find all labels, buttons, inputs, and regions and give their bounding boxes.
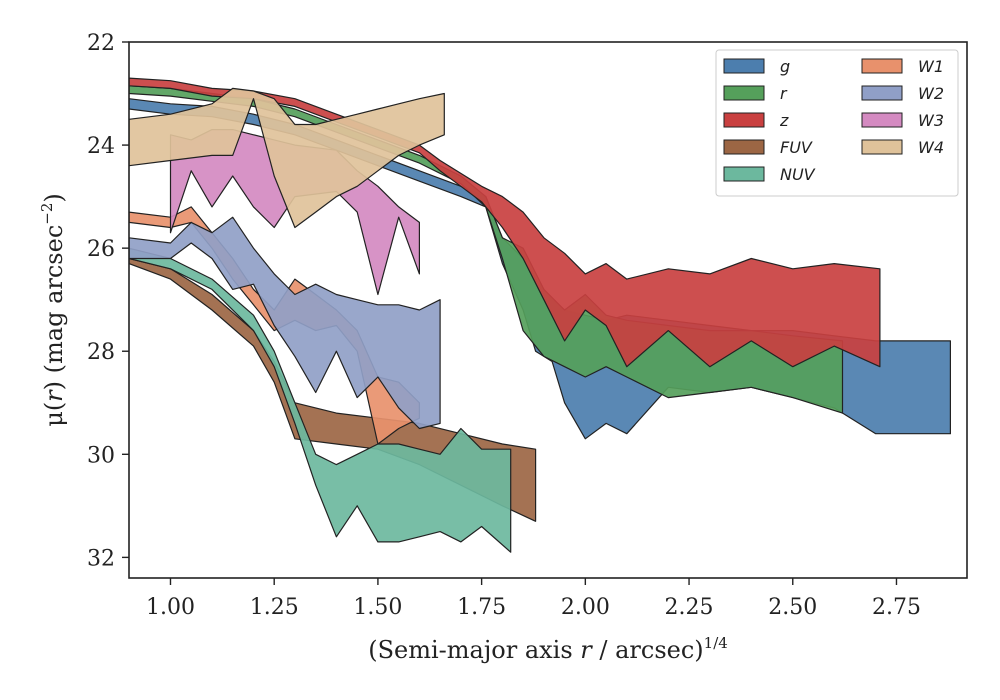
x-tick-label: 1.75 bbox=[457, 595, 506, 620]
legend-swatch-W4 bbox=[861, 139, 903, 155]
y-tick-label: 22 bbox=[87, 31, 115, 56]
legend-label-r: r bbox=[780, 84, 788, 103]
legend-swatch-W2 bbox=[861, 85, 903, 101]
y-tick-label: 28 bbox=[87, 340, 115, 365]
x-axis-label: (Semi-major axis r / arcsec)1/4 bbox=[368, 634, 728, 664]
legend-swatch-g bbox=[723, 58, 765, 74]
legend-swatch-r bbox=[723, 85, 765, 101]
x-tick-label: 2.00 bbox=[561, 595, 610, 620]
x-tick-label: 1.50 bbox=[353, 595, 402, 620]
x-tick-label: 1.00 bbox=[146, 595, 195, 620]
band-W4 bbox=[129, 87, 445, 229]
legend-label-g: g bbox=[780, 57, 790, 76]
legend-label-W2: W2 bbox=[918, 84, 944, 103]
x-tick-label: 1.25 bbox=[250, 595, 299, 620]
plot-frame bbox=[128, 41, 968, 579]
series-bands bbox=[129, 77, 951, 553]
legend-label-FUV: FUV bbox=[780, 138, 813, 157]
x-tick-label: 2.75 bbox=[872, 595, 921, 620]
y-tick-label: 32 bbox=[87, 546, 115, 571]
legend-label-W4: W4 bbox=[918, 138, 944, 157]
y-tick-label: 26 bbox=[87, 237, 115, 262]
legend-swatch-NUV bbox=[723, 166, 765, 182]
legend-label-NUV: NUV bbox=[780, 165, 816, 184]
axes: 1.00 1.25 1.50 1.75 2.00 2.25 2.50 2.75 22 24 26 28… bbox=[87, 31, 968, 620]
legend-label-W1: W1 bbox=[918, 57, 944, 76]
x-tick-label: 2.50 bbox=[768, 595, 817, 620]
legend-label-W3: W3 bbox=[918, 111, 944, 130]
band-NUV bbox=[129, 247, 512, 553]
legend-label-z: z bbox=[779, 111, 789, 130]
legend-swatch-W3 bbox=[861, 112, 903, 128]
legend-swatch-z bbox=[723, 112, 765, 128]
y-axis-label: μ(r) (mag arcsec−2) bbox=[38, 193, 68, 427]
legend: grz FUV NUV W1 W2 W3 W4 bbox=[715, 49, 959, 197]
y-tick-label: 24 bbox=[87, 134, 115, 159]
y-tick-label: 30 bbox=[87, 443, 115, 468]
band-W2 bbox=[129, 216, 441, 430]
legend-swatch-W1 bbox=[861, 58, 903, 74]
legend-swatch-FUV bbox=[723, 139, 765, 155]
x-tick-label: 2.25 bbox=[665, 595, 714, 620]
